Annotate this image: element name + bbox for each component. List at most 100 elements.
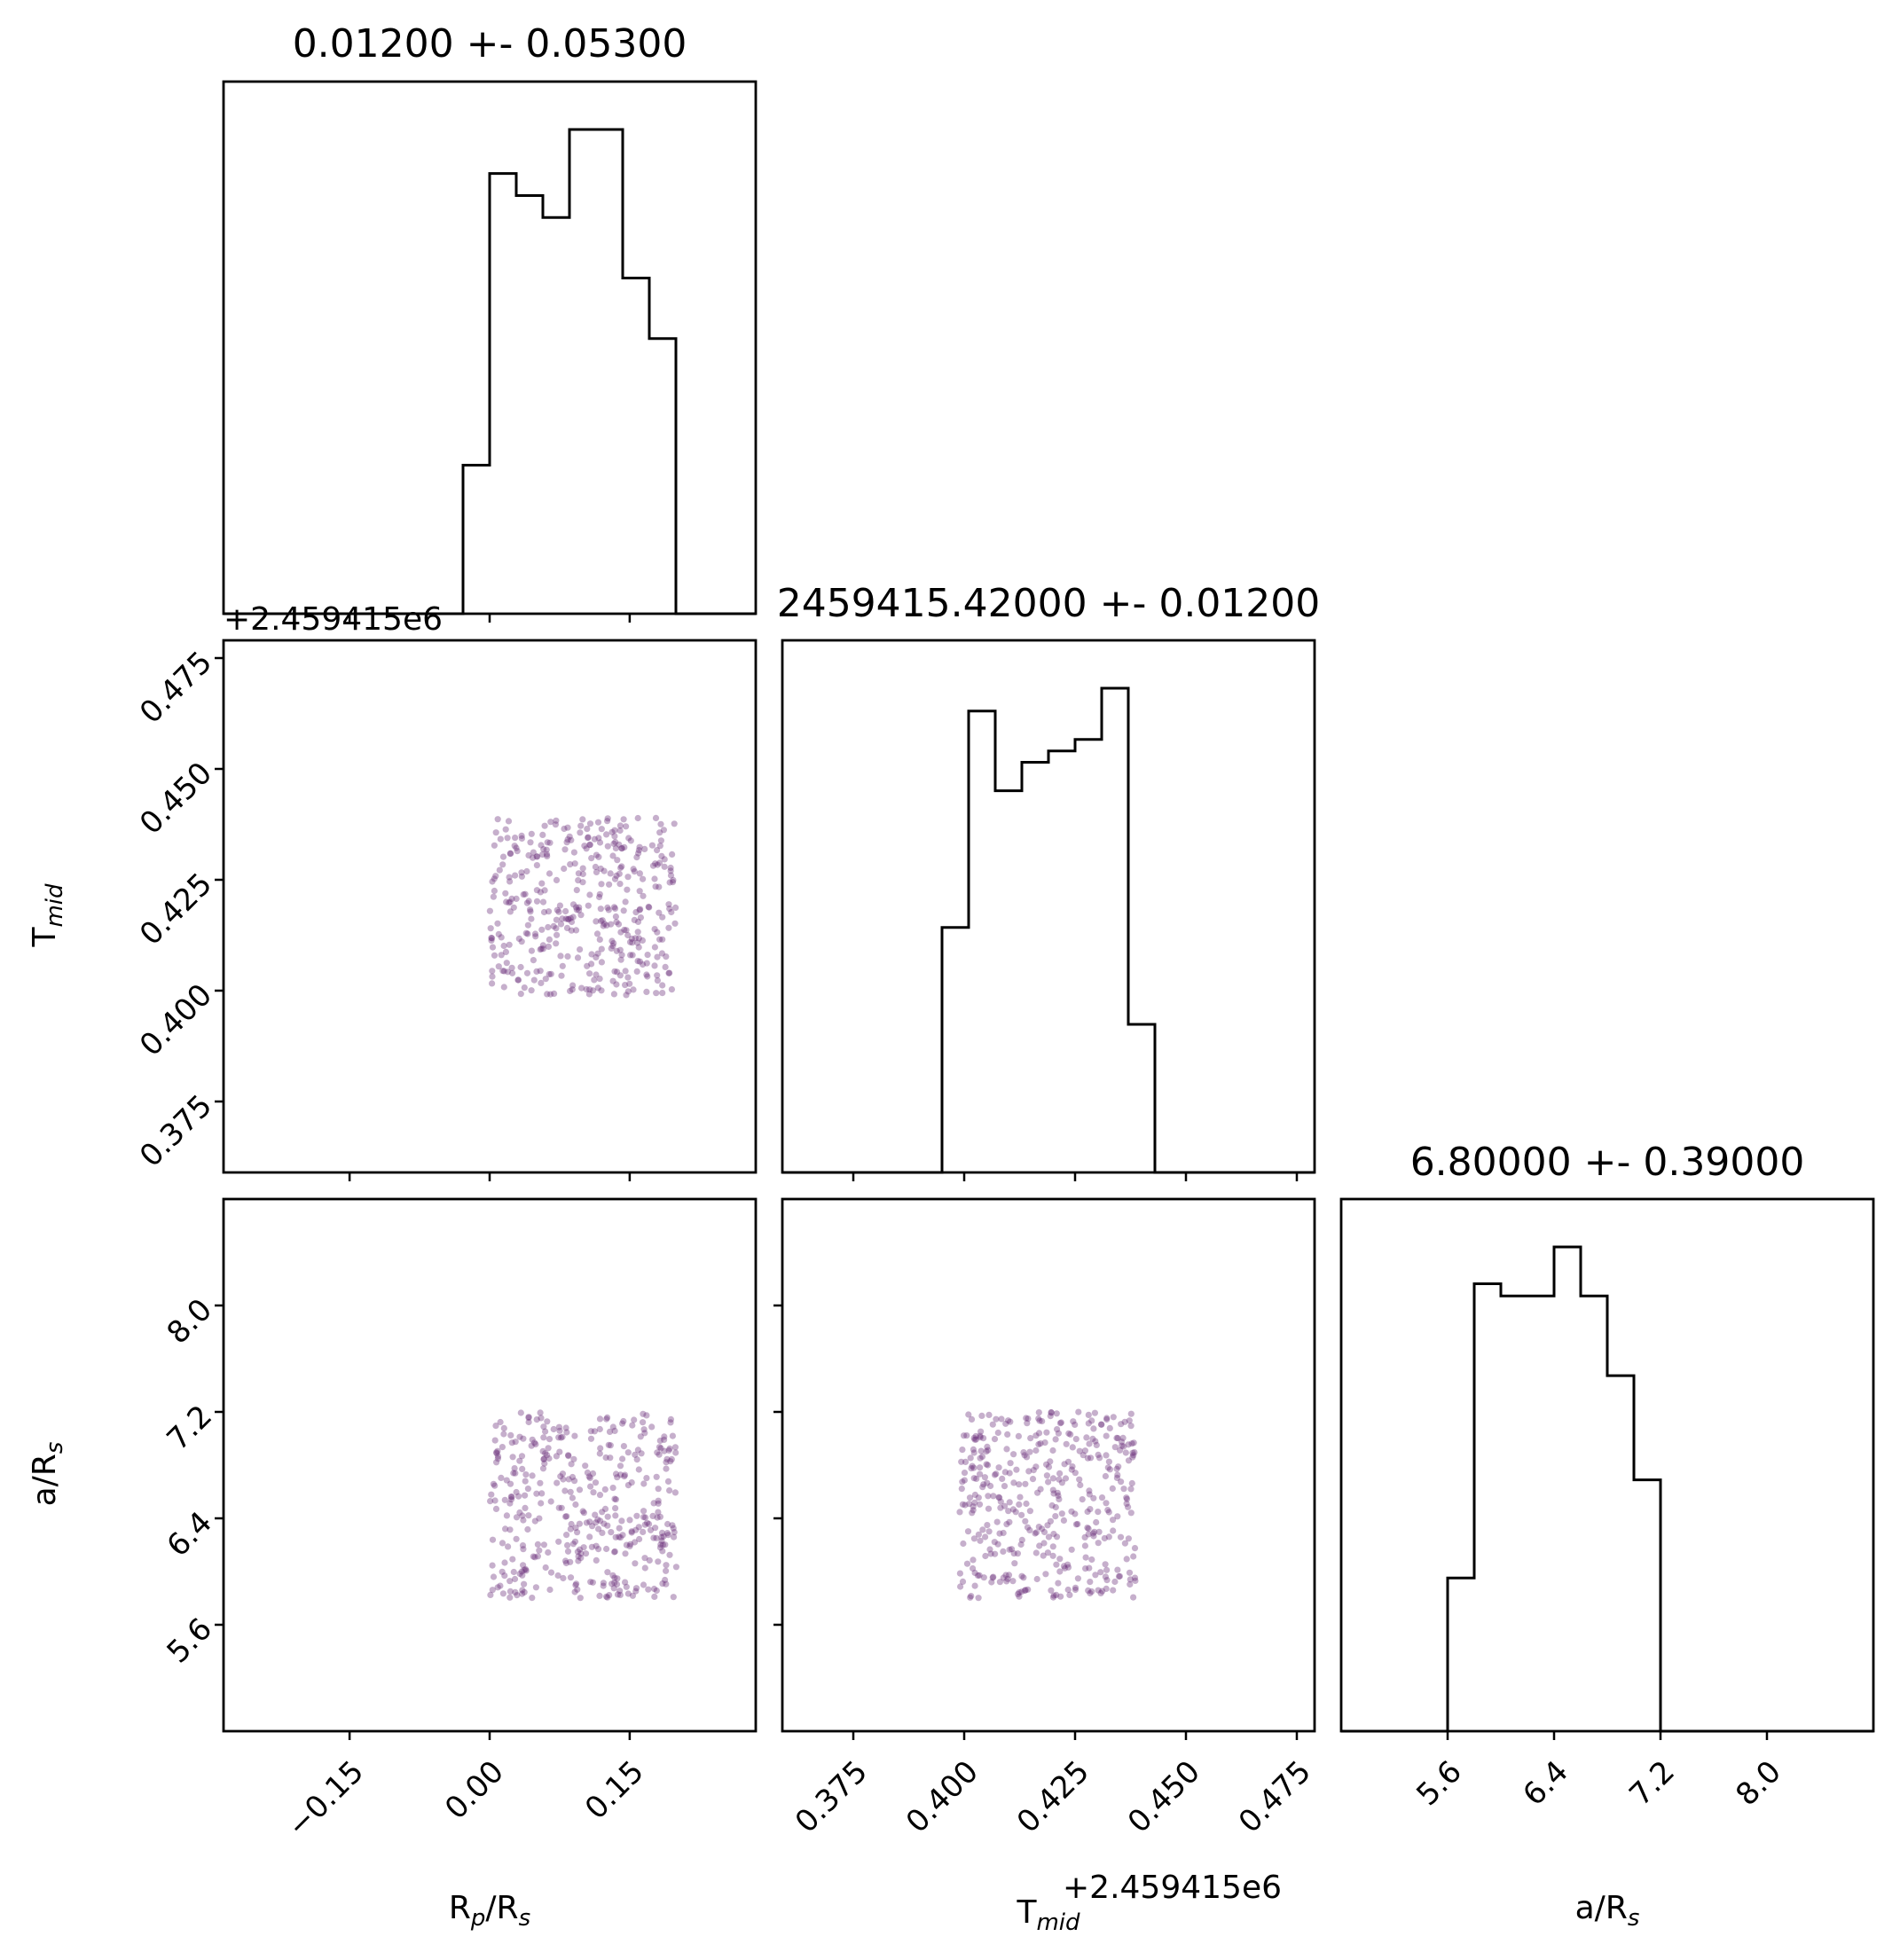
scatter-point: [494, 1447, 501, 1454]
scatter-point: [665, 969, 672, 976]
scatter-point: [616, 972, 624, 979]
scatter-point: [1047, 1517, 1054, 1525]
scatter-point: [547, 970, 554, 977]
scatter-point: [658, 1529, 666, 1536]
scatter-point: [626, 1517, 633, 1524]
scatter-point: [620, 907, 627, 914]
scatter-point: [576, 906, 583, 913]
scatter-point: [970, 1464, 977, 1471]
scatter-point: [487, 1591, 494, 1598]
scatter-point: [564, 953, 571, 960]
scatter-point: [537, 946, 544, 953]
scatter-point: [962, 1458, 970, 1465]
scatter-point: [671, 920, 679, 927]
scatter-point: [1007, 1460, 1014, 1467]
scatter-point: [567, 1488, 574, 1495]
scatter-point: [1045, 1463, 1053, 1470]
scatter-point: [1125, 1535, 1132, 1542]
scatter-point: [543, 851, 551, 858]
scatter-point: [1127, 1423, 1135, 1430]
scatter-point: [545, 943, 553, 950]
scatter-point: [595, 835, 602, 842]
scatter-point: [651, 875, 658, 882]
scatter-point: [600, 922, 607, 929]
scatter-point: [594, 984, 601, 992]
scatter-point: [539, 1465, 547, 1472]
scatter-point: [996, 1494, 1003, 1501]
scatter-point: [652, 1525, 659, 1532]
scatter-point: [1041, 1439, 1048, 1446]
x-tick-label: 8.0: [1729, 1754, 1788, 1814]
scatter-point: [664, 1520, 671, 1528]
scatter-point: [969, 1509, 976, 1517]
scatter-point: [564, 915, 571, 922]
scatter-point: [522, 1565, 530, 1572]
scatter-point: [605, 1441, 612, 1448]
scatter-point: [519, 1512, 526, 1519]
scatter-point: [659, 936, 666, 943]
scatter-point: [654, 847, 661, 854]
scatter-point: [533, 862, 541, 869]
scatter-point: [1053, 1561, 1060, 1568]
scatter-point: [1049, 1594, 1057, 1601]
scatter-point: [502, 890, 509, 897]
scatter-point: [985, 1505, 993, 1512]
scatter-point: [651, 962, 658, 969]
scatter-point: [530, 976, 538, 984]
scatter-point: [617, 956, 624, 963]
scatter-point: [977, 1447, 985, 1454]
scatter-point: [612, 1470, 620, 1478]
scatter-point: [963, 1560, 971, 1567]
scatter-point: [507, 850, 514, 858]
scatter-point: [540, 845, 547, 853]
scatter-point: [994, 1541, 1001, 1548]
scatter-point: [635, 850, 642, 857]
scatter-point: [512, 1470, 519, 1477]
scatter-point: [509, 1556, 516, 1563]
scatter-point: [636, 843, 643, 851]
scatter-point: [592, 1479, 600, 1486]
scatter-point: [597, 906, 604, 913]
scatter-point: [501, 1572, 508, 1580]
scatter-point: [525, 1512, 532, 1519]
scatter-point: [644, 973, 651, 980]
scatter-point: [1006, 1546, 1013, 1553]
scatter-point: [559, 1433, 566, 1440]
scatter-point: [583, 985, 590, 993]
scatter-point: [506, 1500, 514, 1507]
scatter-point: [574, 954, 582, 961]
scatter-point: [586, 891, 593, 898]
scatter-point: [507, 1494, 514, 1501]
scatter-point: [614, 1575, 621, 1582]
scatter-point: [593, 1519, 600, 1526]
scatter-point: [1067, 1431, 1074, 1438]
scatter-point: [607, 1454, 614, 1462]
scatter-point: [661, 1447, 668, 1454]
scatter-point: [1088, 1556, 1095, 1564]
scatter-point: [525, 851, 532, 859]
scatter-point: [599, 917, 606, 924]
scatter-point: [503, 1477, 510, 1484]
scatter-point: [656, 843, 663, 850]
scatter-point: [561, 1557, 569, 1564]
scatter-point: [656, 1513, 664, 1520]
scatter-point: [609, 852, 616, 859]
scatter-point: [569, 986, 576, 993]
scatter-point: [672, 1564, 680, 1571]
scatter-point: [1006, 1518, 1013, 1525]
scatter-point: [1131, 1574, 1139, 1581]
scatter-point: [557, 921, 565, 928]
scatter-point: [563, 924, 571, 931]
scatter-point: [520, 891, 527, 898]
scatter-point: [658, 1533, 665, 1541]
scatter-point: [593, 953, 600, 960]
scatter-point: [671, 1444, 679, 1451]
scatter-point: [1004, 1575, 1011, 1582]
x-tick-label: −0.15: [280, 1754, 371, 1845]
scatter-point: [1086, 1491, 1093, 1498]
scatter-point: [637, 906, 644, 913]
scatter-point: [634, 939, 641, 946]
scatter-point: [571, 1588, 578, 1595]
scatter-point: [572, 1525, 579, 1532]
scatter-point: [506, 899, 513, 906]
